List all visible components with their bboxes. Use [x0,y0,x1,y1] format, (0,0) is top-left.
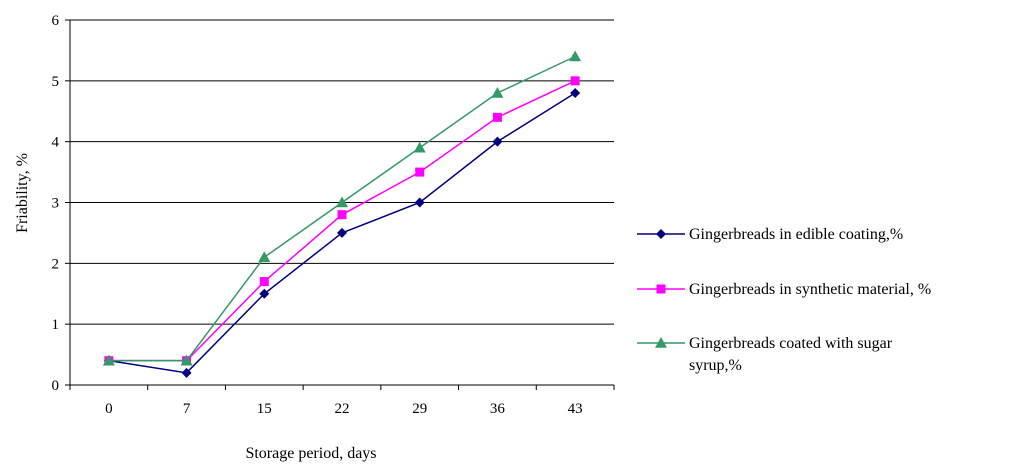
data-point [415,167,425,177]
series-line [108,80,576,362]
legend-item: Gingerbreads coated with sugar syrup,% [637,335,893,374]
y-tick-label: 5 [52,74,60,90]
x-axis-title: Storage period, days [245,445,376,462]
data-point [413,141,426,153]
data-point [102,354,115,366]
data-point [181,367,192,378]
x-tick-label: 29 [412,401,427,417]
data-point [180,354,193,366]
legend-swatch-marker [656,229,666,239]
series-1 [103,88,581,378]
legend-label: Gingerbreads coated with sugar [689,335,893,352]
legend-item: Gingerbreads in edible coating,% [637,226,903,243]
x-tick-label: 0 [105,401,113,417]
data-point [491,87,504,98]
legend-item: Gingerbreads in synthetic material, % [637,281,931,298]
series-line [108,55,576,362]
x-tick-label: 22 [335,401,350,417]
data-point [570,88,581,98]
legend-swatch-marker [655,337,667,348]
grid-lines [70,19,614,325]
plot-series [102,50,582,378]
y-tick-label: 6 [52,13,60,29]
series-3 [102,50,582,366]
y-tick-label: 2 [52,256,60,272]
data-point [337,210,347,220]
y-tick-label: 1 [52,317,60,333]
data-point [258,251,271,263]
data-point [570,76,580,86]
legend: Gingerbreads in edible coating,% Gingerbr… [637,226,931,374]
data-point [569,50,582,62]
data-point [414,197,425,208]
legend-label: Gingerbreads in edible coating,% [689,226,903,243]
y-tick-label: 3 [52,196,60,212]
data-point [336,196,348,208]
y-tick-label: 4 [52,135,60,151]
x-tick-label: 15 [257,401,272,417]
axes: 0 1 2 3 4 5 6 0 7 15 22 29 36 43 [52,13,615,417]
y-axis-title: Friability, % [14,153,31,233]
data-point [259,277,269,287]
y-tick-label: 0 [52,378,60,394]
x-tick-label: 43 [568,401,583,417]
x-tick-label: 7 [183,401,191,417]
data-point [337,227,347,238]
data-point [259,288,270,299]
x-tick-label: 36 [490,401,506,417]
data-point [492,136,503,147]
legend-label: Gingerbreads in synthetic material, % [689,281,931,298]
data-point [492,112,502,122]
legend-label: syrup,% [689,357,742,374]
series-2 [104,76,580,366]
legend-swatch-marker [656,284,666,294]
